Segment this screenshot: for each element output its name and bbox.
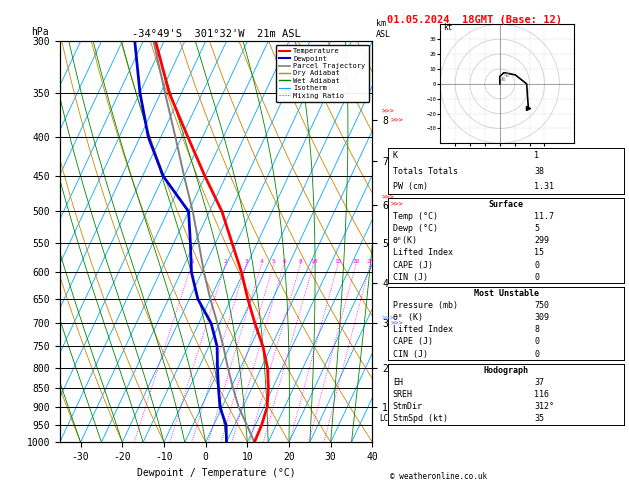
- Text: 10: 10: [310, 259, 318, 264]
- Text: Totals Totals: Totals Totals: [392, 167, 458, 176]
- Text: CIN (J): CIN (J): [392, 273, 428, 282]
- Text: 01.05.2024  18GMT (Base: 12): 01.05.2024 18GMT (Base: 12): [387, 15, 562, 25]
- Text: 25: 25: [367, 259, 374, 264]
- Text: >>>: >>>: [382, 316, 394, 322]
- Text: StmDir: StmDir: [392, 402, 423, 411]
- Text: 4: 4: [260, 259, 264, 264]
- Text: 299: 299: [534, 236, 549, 245]
- Text: 309: 309: [534, 313, 549, 322]
- Text: CAPE (J): CAPE (J): [392, 337, 433, 347]
- Text: 15: 15: [335, 259, 342, 264]
- Text: 1: 1: [534, 152, 539, 160]
- Text: Temp (°C): Temp (°C): [392, 212, 438, 221]
- Text: Surface: Surface: [489, 200, 523, 209]
- Text: 3: 3: [245, 259, 248, 264]
- Text: Pressure (mb): Pressure (mb): [392, 301, 458, 310]
- Text: 1.31: 1.31: [534, 182, 554, 191]
- Text: 6: 6: [282, 259, 286, 264]
- Text: Lifted Index: Lifted Index: [392, 325, 453, 334]
- Text: >>>: >>>: [382, 195, 394, 201]
- Text: >>>: >>>: [391, 202, 404, 208]
- Text: 37: 37: [534, 378, 544, 387]
- Text: >>>: >>>: [391, 117, 404, 123]
- Legend: Temperature, Dewpoint, Parcel Trajectory, Dry Adiabat, Wet Adiabat, Isotherm, Mi: Temperature, Dewpoint, Parcel Trajectory…: [276, 45, 369, 102]
- Text: LCL: LCL: [379, 414, 393, 423]
- Text: 8: 8: [299, 259, 303, 264]
- Text: 38: 38: [534, 167, 544, 176]
- Text: θᴱ (K): θᴱ (K): [392, 313, 423, 322]
- Text: 42: 42: [504, 73, 510, 78]
- Text: Hodograph: Hodograph: [484, 365, 528, 375]
- Text: 2: 2: [224, 259, 228, 264]
- Text: 20: 20: [352, 259, 360, 264]
- Text: EH: EH: [392, 378, 403, 387]
- Text: 0: 0: [534, 337, 539, 347]
- Text: 0: 0: [534, 349, 539, 359]
- Text: PW (cm): PW (cm): [392, 182, 428, 191]
- Title: -34°49'S  301°32'W  21m ASL: -34°49'S 301°32'W 21m ASL: [131, 29, 301, 39]
- Text: >>>: >>>: [382, 108, 394, 114]
- Text: Most Unstable: Most Unstable: [474, 289, 538, 298]
- Text: hPa: hPa: [31, 27, 49, 37]
- Text: 5: 5: [534, 224, 539, 233]
- Text: 0: 0: [534, 273, 539, 282]
- Text: 96: 96: [500, 77, 506, 82]
- Text: 312°: 312°: [534, 402, 554, 411]
- Text: >>>: >>>: [391, 320, 404, 327]
- Text: θᴱ(K): θᴱ(K): [392, 236, 418, 245]
- Text: 0: 0: [534, 260, 539, 270]
- Text: © weatheronline.co.uk: © weatheronline.co.uk: [390, 472, 487, 481]
- Text: SREH: SREH: [392, 390, 413, 399]
- Text: CIN (J): CIN (J): [392, 349, 428, 359]
- Text: 750: 750: [534, 301, 549, 310]
- Text: Lifted Index: Lifted Index: [392, 248, 453, 258]
- Text: kt: kt: [443, 23, 452, 32]
- Text: StmSpd (kt): StmSpd (kt): [392, 414, 448, 423]
- Text: 5: 5: [272, 259, 276, 264]
- Text: 15: 15: [534, 248, 544, 258]
- Text: 1: 1: [190, 259, 194, 264]
- Text: 116: 116: [534, 390, 549, 399]
- X-axis label: Dewpoint / Temperature (°C): Dewpoint / Temperature (°C): [136, 468, 296, 478]
- Text: K: K: [392, 152, 398, 160]
- Text: 11.7: 11.7: [534, 212, 554, 221]
- Text: km
ASL: km ASL: [376, 19, 391, 39]
- Text: CAPE (J): CAPE (J): [392, 260, 433, 270]
- Text: 8: 8: [534, 325, 539, 334]
- Text: 35: 35: [534, 414, 544, 423]
- Text: Dewp (°C): Dewp (°C): [392, 224, 438, 233]
